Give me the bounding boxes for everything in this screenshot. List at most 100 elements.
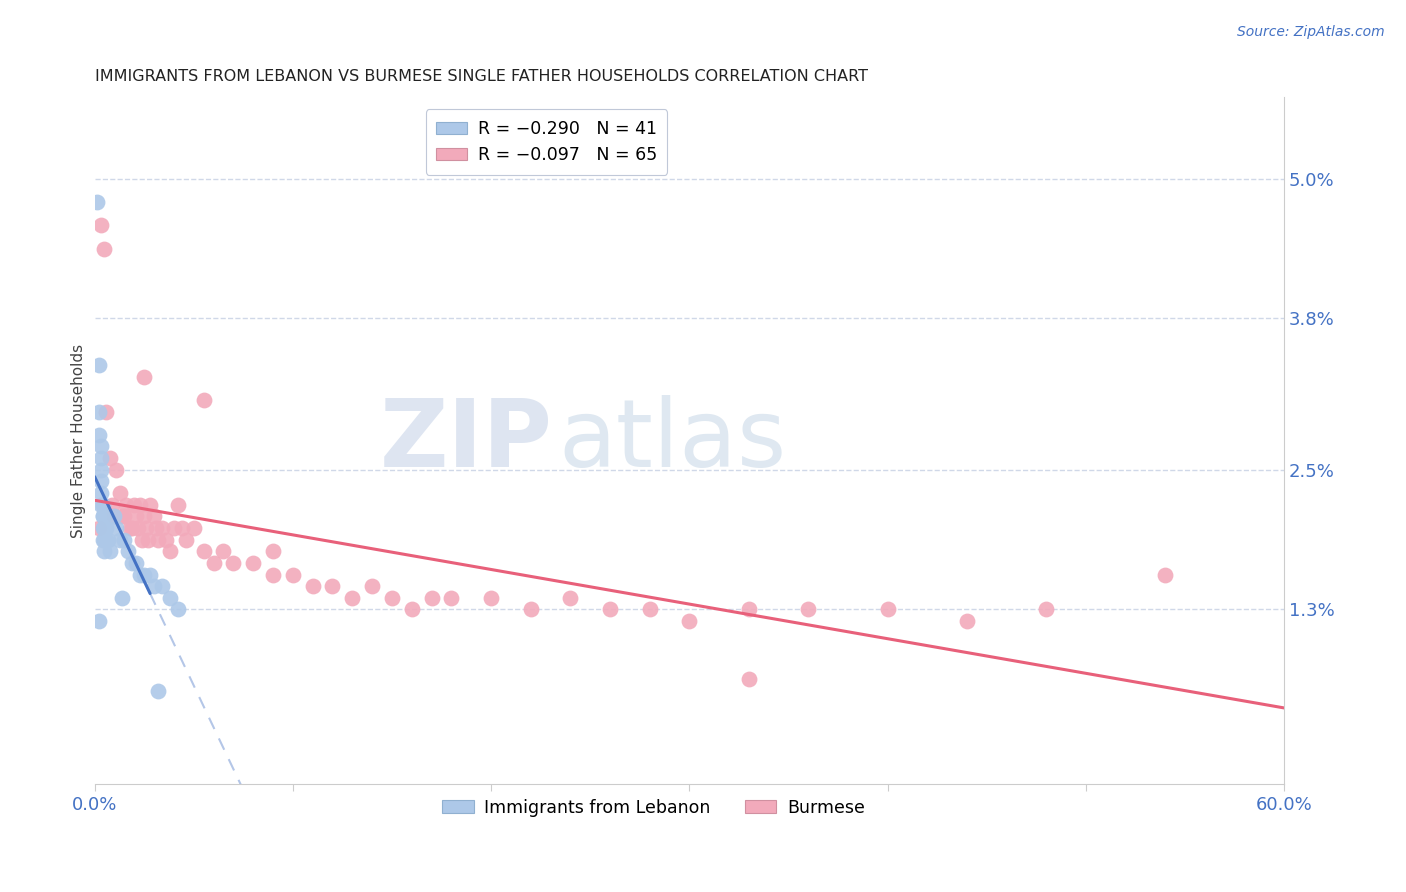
Point — [183, 521, 205, 535]
Point — [163, 521, 186, 535]
Point — [103, 509, 125, 524]
Point — [143, 509, 166, 524]
Point — [381, 591, 404, 605]
Point — [146, 684, 169, 698]
Point — [105, 521, 128, 535]
Point — [131, 533, 153, 547]
Point — [134, 567, 156, 582]
Point — [89, 486, 111, 500]
Point — [281, 567, 304, 582]
Y-axis label: Single Father Households: Single Father Households — [72, 343, 86, 538]
Point — [638, 602, 661, 616]
Point — [93, 544, 115, 558]
Point — [91, 509, 114, 524]
Point — [150, 521, 173, 535]
Point — [93, 509, 115, 524]
Point — [738, 673, 761, 687]
Point — [519, 602, 541, 616]
Point — [797, 602, 820, 616]
Point — [193, 392, 215, 407]
Point — [122, 498, 145, 512]
Point — [89, 451, 111, 466]
Point — [89, 463, 111, 477]
Point — [420, 591, 443, 605]
Point — [103, 509, 125, 524]
Point — [129, 498, 152, 512]
Point — [174, 533, 197, 547]
Text: ZIP: ZIP — [380, 394, 553, 487]
Point — [678, 614, 700, 628]
Point — [139, 498, 162, 512]
Point — [193, 544, 215, 558]
Point — [100, 544, 122, 558]
Point — [115, 498, 138, 512]
Point — [139, 567, 162, 582]
Point — [93, 242, 115, 256]
Point — [87, 521, 110, 535]
Point — [212, 544, 235, 558]
Point — [301, 579, 323, 593]
Point — [101, 498, 124, 512]
Point — [89, 475, 111, 489]
Point — [91, 521, 114, 535]
Point — [134, 509, 156, 524]
Point — [143, 579, 166, 593]
Point — [159, 591, 181, 605]
Point — [117, 544, 139, 558]
Point — [1154, 567, 1177, 582]
Point — [136, 533, 159, 547]
Text: atlas: atlas — [558, 394, 787, 487]
Point — [321, 579, 343, 593]
Point — [401, 602, 423, 616]
Point — [110, 533, 132, 547]
Point — [111, 509, 134, 524]
Point — [91, 509, 114, 524]
Point — [105, 463, 128, 477]
Point — [1035, 602, 1057, 616]
Point — [87, 427, 110, 442]
Text: IMMIGRANTS FROM LEBANON VS BURMESE SINGLE FATHER HOUSEHOLDS CORRELATION CHART: IMMIGRANTS FROM LEBANON VS BURMESE SINGL… — [94, 69, 868, 84]
Point — [479, 591, 502, 605]
Point — [738, 602, 761, 616]
Point — [166, 498, 188, 512]
Point — [89, 219, 111, 233]
Point — [121, 521, 143, 535]
Point — [956, 614, 979, 628]
Point — [93, 521, 115, 535]
Point — [202, 556, 225, 570]
Point — [159, 544, 181, 558]
Point — [125, 556, 148, 570]
Point — [89, 498, 111, 512]
Point — [361, 579, 384, 593]
Point — [91, 498, 114, 512]
Point — [111, 591, 134, 605]
Point — [86, 194, 108, 209]
Point — [127, 521, 149, 535]
Point — [155, 533, 177, 547]
Point — [91, 533, 114, 547]
Point — [134, 369, 156, 384]
Point — [135, 521, 157, 535]
Point — [599, 602, 621, 616]
Point — [242, 556, 264, 570]
Point — [146, 533, 169, 547]
Point — [93, 521, 115, 535]
Point — [262, 567, 284, 582]
Point — [87, 404, 110, 418]
Point — [120, 521, 142, 535]
Point — [121, 556, 143, 570]
Point — [150, 579, 173, 593]
Point — [129, 567, 152, 582]
Point — [125, 509, 148, 524]
Point — [96, 533, 118, 547]
Point — [170, 521, 193, 535]
Point — [440, 591, 463, 605]
Point — [166, 602, 188, 616]
Point — [112, 509, 135, 524]
Legend: Immigrants from Lebanon, Burmese: Immigrants from Lebanon, Burmese — [436, 791, 872, 823]
Point — [342, 591, 364, 605]
Point — [112, 533, 135, 547]
Point — [876, 602, 898, 616]
Point — [93, 533, 115, 547]
Point — [100, 451, 122, 466]
